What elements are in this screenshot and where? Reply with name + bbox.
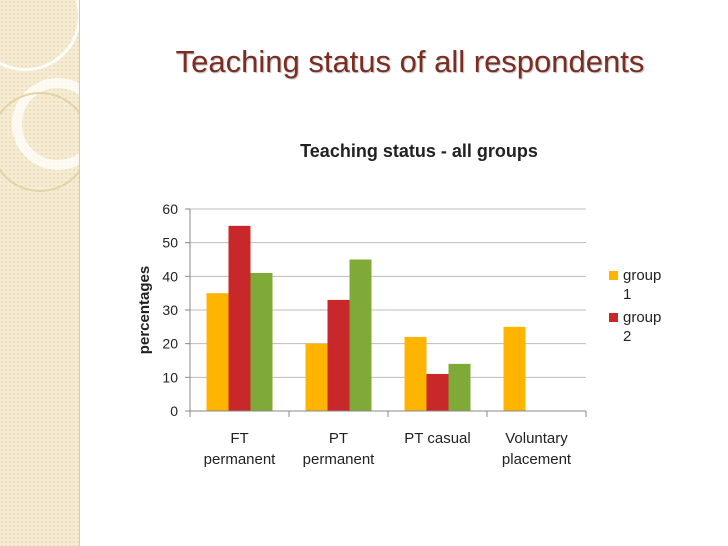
y-tick-label: 20	[162, 336, 178, 352]
y-tick-label: 50	[162, 235, 178, 251]
y-tick-label: 0	[170, 403, 178, 419]
x-tick-label: permanent	[204, 451, 277, 468]
bar	[503, 326, 526, 411]
x-tick-label: Voluntary	[505, 430, 568, 447]
bar	[228, 225, 251, 411]
bar	[327, 299, 350, 411]
legend-label: group	[623, 309, 661, 326]
decorative-sidebar	[0, 0, 80, 546]
x-tick-label: placement	[502, 451, 572, 468]
y-tick-label: 10	[162, 369, 178, 385]
legend-label: group	[623, 267, 661, 284]
bar	[206, 293, 229, 411]
x-tick-label: PT	[329, 430, 348, 447]
decorative-ring	[0, 92, 79, 192]
bar	[404, 336, 427, 411]
y-tick-label: 60	[162, 201, 178, 217]
legend-label: 1	[623, 286, 631, 303]
y-tick-label: 40	[162, 268, 178, 284]
y-axis-label: percentages	[136, 266, 153, 354]
y-tick-label: 30	[162, 302, 178, 318]
x-tick-label: permanent	[303, 451, 376, 468]
legend-swatch	[609, 313, 618, 322]
legend-label: 2	[623, 328, 631, 345]
bar	[250, 272, 273, 411]
bar	[305, 343, 328, 411]
x-tick-label: FT	[230, 430, 248, 447]
bar	[448, 363, 471, 411]
chart-title: Teaching status - all groups	[300, 141, 538, 161]
x-tick-label: PT casual	[404, 430, 470, 447]
bar	[349, 259, 372, 411]
bar	[426, 373, 449, 411]
slide-title: Teaching status of all respondents	[175, 44, 645, 79]
legend-swatch	[609, 271, 618, 280]
